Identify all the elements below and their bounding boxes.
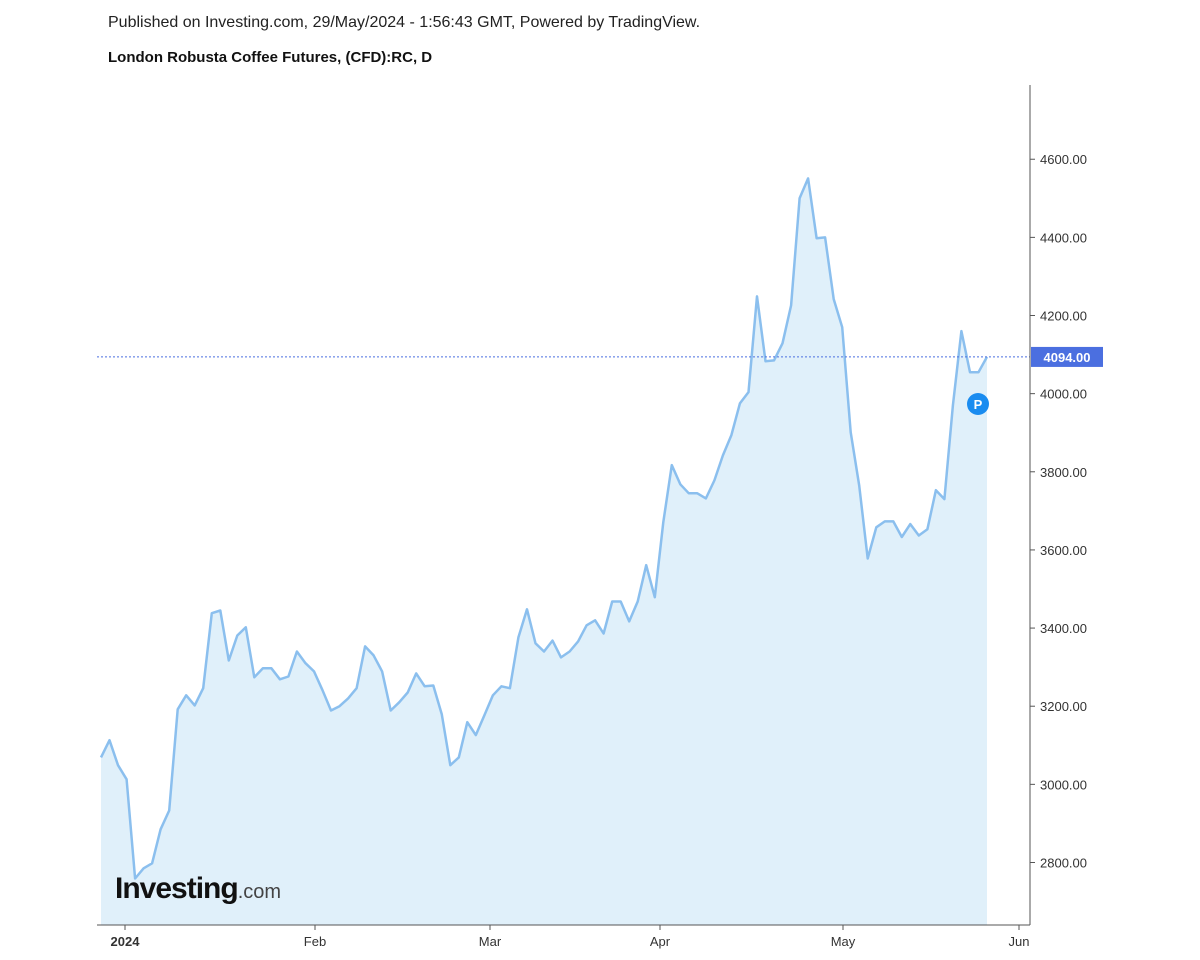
y-tick-label: 3600.00 (1040, 543, 1087, 558)
logo-suffix: .com (237, 881, 282, 903)
x-tick-label: Jun (1009, 934, 1030, 949)
y-tick-label: 4400.00 (1040, 230, 1087, 245)
price-line (99, 177, 989, 880)
p-marker[interactable]: P (967, 393, 989, 415)
y-tick-label: 3400.00 (1040, 621, 1087, 636)
investing-logo: Investing.com (115, 872, 281, 906)
current-price-label: 4094.00 (1044, 350, 1091, 365)
y-tick-label: 3800.00 (1040, 465, 1087, 480)
y-tick-label: 4600.00 (1040, 152, 1087, 167)
x-tick-label: Feb (304, 934, 326, 949)
published-note: Published on Investing.com, 29/May/2024 … (108, 14, 701, 31)
y-tick-label: 4000.00 (1040, 387, 1087, 402)
y-tick-label: 4200.00 (1040, 309, 1087, 324)
x-tick-label: Apr (650, 934, 671, 949)
y-tick-label: 3200.00 (1040, 699, 1087, 714)
x-tick-label: May (831, 934, 856, 949)
x-tick-label: 2024 (111, 934, 141, 949)
chart-title: London Robusta Coffee Futures, (CFD):RC,… (108, 49, 433, 66)
p-marker-label: P (974, 397, 983, 412)
current-price-badge: 4094.00 (1031, 346, 1103, 367)
x-tick-label: Mar (479, 934, 502, 949)
y-tick-label: 2800.00 (1040, 855, 1087, 870)
y-tick-label: 3000.00 (1040, 777, 1087, 792)
logo-text: Investing (115, 872, 239, 905)
price-area (101, 178, 987, 925)
